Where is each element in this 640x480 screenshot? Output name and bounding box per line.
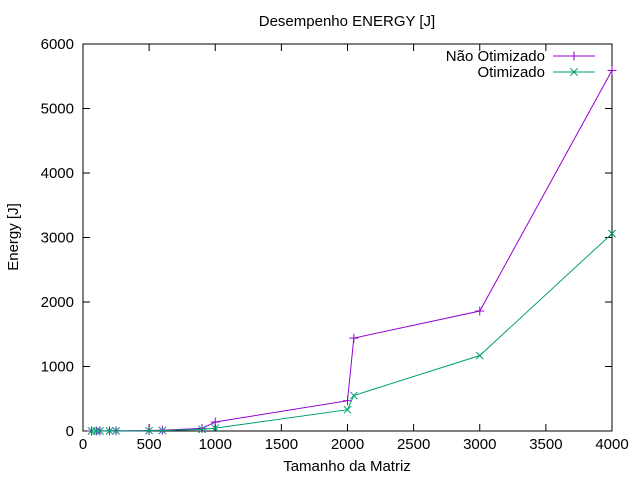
data-point [105, 426, 114, 435]
x-axis-label: Tamanho da Matriz [283, 458, 411, 475]
y-tick-label: 5000 [41, 101, 74, 118]
series-nao-otimizado [86, 65, 617, 436]
x-axis-ticks: 0 500 1000 1500 2000 2500 3000 3500 4000 [79, 44, 629, 453]
legend-item: Não Otimizado [446, 48, 595, 65]
y-tick-label: 1000 [41, 359, 74, 376]
data-point [608, 229, 616, 238]
x-tick-label: 2500 [397, 436, 430, 453]
data-point [343, 405, 352, 414]
data-point [145, 426, 154, 435]
legend-label: Não Otimizado [446, 48, 545, 65]
y-axis-label: Energy [J] [5, 203, 22, 271]
x-tick-label: 0 [79, 436, 87, 453]
x-tick-label: 3000 [463, 436, 496, 453]
data-point [198, 425, 206, 434]
data-point [343, 396, 352, 406]
legend-marker [569, 51, 579, 61]
y-tick-label: 0 [66, 423, 74, 440]
series-otimizado [87, 229, 616, 435]
y-tick-label: 4000 [41, 165, 74, 182]
data-point [607, 65, 617, 75]
x-tick-label: 1000 [199, 436, 232, 453]
series-layer [86, 65, 617, 436]
data-point [210, 417, 220, 427]
x-tick-label: 4000 [595, 436, 628, 453]
chart-title: Desempenho ENERGY [J] [259, 13, 435, 30]
data-point [211, 424, 220, 433]
data-point [95, 427, 104, 435]
y-tick-label: 6000 [41, 36, 74, 53]
series-line [91, 233, 613, 432]
x-tick-label: 3500 [529, 436, 562, 453]
data-point [349, 391, 358, 400]
x-tick-label: 500 [137, 436, 162, 453]
data-point [475, 351, 484, 360]
data-point [197, 423, 207, 433]
y-tick-label: 2000 [41, 294, 74, 311]
y-tick-label: 3000 [41, 230, 74, 247]
y-axis-ticks: 0 1000 2000 3000 4000 5000 6000 [41, 36, 612, 440]
series-line [91, 70, 613, 432]
legend-label: Otimizado [477, 64, 545, 81]
x-tick-label: 1500 [265, 436, 298, 453]
data-point [158, 426, 167, 435]
plot-frame [82, 43, 613, 432]
data-point [112, 426, 121, 435]
legend-item: Otimizado [477, 64, 595, 81]
legend-marker [570, 68, 578, 76]
x-tick-label: 2000 [331, 436, 364, 453]
data-point [349, 333, 359, 343]
data-point [475, 306, 485, 316]
data-point [92, 427, 101, 435]
